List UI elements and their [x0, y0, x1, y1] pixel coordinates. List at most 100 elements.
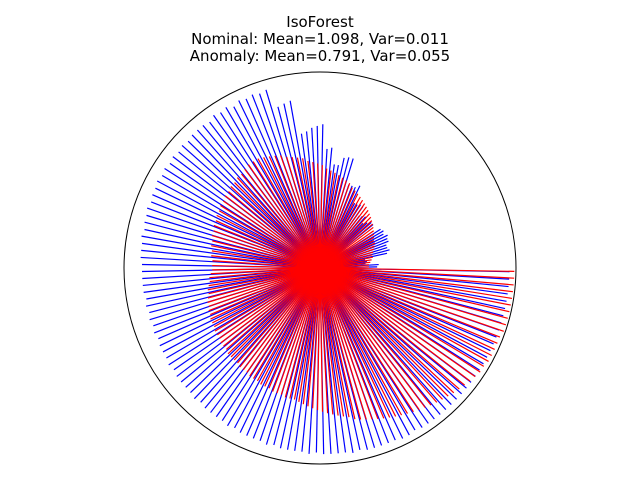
anomaly-spoke	[307, 267, 321, 407]
anomaly-spoke	[246, 267, 321, 373]
anomaly-spoke	[220, 204, 321, 269]
anomaly-spoke	[319, 170, 332, 269]
anomaly-spoke	[207, 267, 321, 299]
anomaly-spoke	[260, 267, 321, 385]
anomaly-spoke	[291, 156, 321, 269]
anomaly-spoke	[276, 267, 321, 394]
chart-title-line-1: IsoForest	[286, 13, 354, 31]
anomaly-spoke	[319, 193, 359, 269]
anomaly-spoke	[319, 267, 513, 293]
anomaly-spoke	[239, 267, 321, 368]
anomaly-spoke	[319, 175, 340, 269]
anomaly-spoke	[293, 267, 321, 400]
anomaly-spoke	[312, 162, 321, 269]
anomaly-spoke	[272, 267, 321, 392]
anomaly-spoke	[319, 267, 511, 306]
anomaly-spoke	[211, 250, 321, 269]
anomaly-spoke	[242, 267, 321, 371]
anomaly-spoke	[228, 191, 321, 269]
anomaly-spoke	[224, 195, 321, 269]
anomaly-spoke	[207, 267, 321, 303]
anomaly-spoke	[208, 267, 321, 287]
anomaly-spoke	[319, 267, 432, 406]
anomaly-spoke	[319, 267, 443, 400]
anomaly-spoke	[319, 196, 361, 269]
anomaly-spoke	[319, 267, 507, 326]
anomaly-spoke	[264, 267, 321, 387]
anomaly-spoke	[233, 267, 321, 361]
anomaly-spoke	[319, 267, 471, 382]
anomaly-spoke	[319, 267, 481, 373]
anomaly-spoke	[268, 267, 321, 389]
chart-title-line-2: Nominal: Mean=1.098, Var=0.011	[191, 30, 449, 48]
anomaly-spoke	[319, 267, 367, 420]
anomaly-spoke	[249, 267, 321, 377]
anomaly-spoke	[227, 267, 321, 355]
anomaly-spoke	[214, 267, 321, 332]
anomaly-spoke	[319, 267, 362, 420]
anomaly-spoke	[319, 267, 510, 313]
anomaly-spoke	[319, 267, 334, 415]
anomaly-spoke	[280, 155, 321, 269]
anomaly-spoke	[319, 267, 476, 378]
anomaly-spokes	[207, 155, 515, 420]
anomaly-spoke	[319, 267, 420, 411]
anomaly-spoke	[223, 267, 321, 347]
anomaly-spoke	[312, 267, 321, 409]
anomaly-spoke	[319, 190, 356, 269]
anomaly-spoke	[316, 267, 321, 411]
anomaly-spoke	[230, 186, 321, 269]
anomaly-spoke	[212, 240, 321, 269]
anomaly-spoke	[213, 230, 321, 269]
anomaly-spoke	[319, 267, 414, 413]
nominal-spoke	[156, 180, 321, 269]
anomaly-spoke	[219, 267, 321, 339]
anomaly-spoke	[284, 267, 321, 398]
anomaly-spoke	[253, 267, 321, 379]
anomaly-spoke	[319, 267, 385, 419]
anomaly-spoke	[220, 267, 321, 344]
anomaly-spoke	[307, 160, 321, 269]
anomaly-spoke	[209, 267, 321, 283]
anomaly-spoke	[289, 267, 321, 399]
anomaly-spoke	[319, 267, 498, 344]
anomaly-spoke	[222, 200, 321, 269]
anomaly-spoke	[296, 157, 321, 269]
anomaly-spoke	[210, 267, 321, 320]
anomaly-spoke	[319, 267, 403, 416]
anomaly-spoke	[212, 267, 321, 271]
anomaly-spoke	[210, 267, 321, 275]
anomaly-spoke	[207, 267, 321, 291]
anomaly-spoke	[319, 267, 495, 350]
anomaly-spoke	[319, 267, 438, 403]
anomaly-spoke	[230, 267, 321, 358]
anomaly-spoke	[319, 177, 344, 269]
anomaly-spoke	[211, 235, 321, 269]
anomaly-spoke	[319, 267, 329, 414]
anomaly-spoke	[247, 164, 321, 269]
anomaly-spoke	[218, 210, 321, 269]
anomaly-spoke	[319, 267, 350, 418]
anomaly-spoke	[319, 267, 339, 416]
anomaly-spoke	[319, 267, 466, 386]
anomaly-spoke	[274, 155, 321, 269]
anomaly-spoke	[215, 220, 321, 269]
anomaly-spoke	[319, 180, 347, 269]
anomaly-spoke	[319, 172, 336, 269]
anomaly-spoke	[208, 267, 321, 307]
anomaly-spoke	[319, 267, 501, 338]
anomaly-spoke	[286, 156, 321, 269]
anomaly-spoke	[319, 267, 508, 319]
anomaly-spoke	[319, 267, 460, 390]
anomaly-spoke	[212, 267, 321, 324]
anomaly-spoke	[319, 267, 504, 332]
nominal-spoke	[238, 100, 321, 269]
anomaly-spoke	[302, 158, 321, 269]
anomaly-spoke	[319, 183, 351, 269]
anomaly-spoke	[319, 267, 515, 272]
nominal-spoke	[191, 134, 321, 269]
anomaly-spoke	[241, 173, 321, 269]
anomaly-spoke	[319, 267, 513, 300]
anomaly-spoke	[208, 267, 321, 295]
